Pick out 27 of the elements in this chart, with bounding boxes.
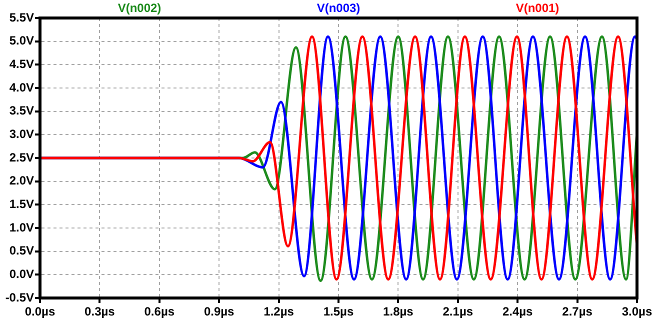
series-label: V(n001) [516, 0, 560, 16]
x-tick-label: 0.9µs [204, 304, 235, 319]
text: V(n003) [316, 0, 360, 16]
y-tick-label: 2.5V [9, 150, 34, 164]
x-tick-label: 0.0µs [24, 304, 56, 319]
y-tick-label: 2.0V [9, 174, 34, 188]
x-tick-label: 2.7µs [562, 304, 593, 319]
x-tick-label: 1.8µs [383, 304, 414, 319]
x-tick-label: 0.6µs [144, 304, 175, 319]
y-tick-label: 5.5V [9, 10, 34, 24]
y-tick-label: 0.0V [9, 266, 34, 281]
y-tick-label: 1.5V [9, 196, 34, 211]
y-tick-label: 4.5V [9, 56, 34, 71]
x-tick-label: 3.0µs [622, 304, 652, 319]
y-tick-label: 5.0V [9, 34, 34, 48]
x-tick-label: 2.4µs [502, 304, 534, 319]
y-tick-label: 4.0V [9, 80, 34, 94]
x-tick-label: 1.2µs [264, 304, 294, 319]
y-tick-label: 3.5V [9, 104, 34, 118]
x-tick-label: 2.1µs [442, 304, 474, 319]
x-tick-label: 0.3µs [84, 304, 116, 319]
y-tick-label: 0.5V [9, 244, 34, 258]
y-tick-label: 3.0V [9, 126, 34, 141]
x-tick-label: 1.5µs [323, 304, 354, 319]
text: V(n002) [118, 0, 162, 16]
y-tick-label: 1.0V [9, 220, 34, 234]
y-tick-label: -0.5V [5, 290, 34, 304]
